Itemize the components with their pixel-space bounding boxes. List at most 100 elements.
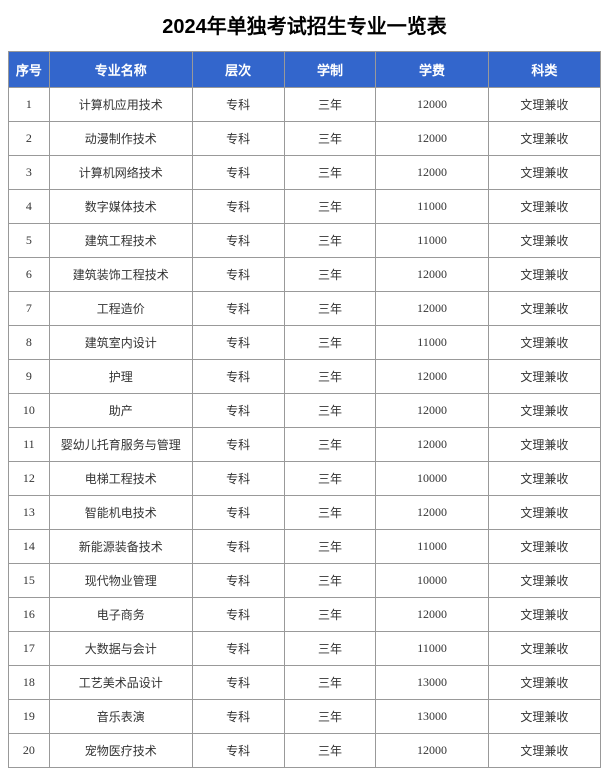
table-row: 17大数据与会计专科三年11000文理兼收 — [9, 632, 601, 666]
header-category: 科类 — [488, 52, 600, 88]
cell-index: 7 — [9, 292, 50, 326]
cell-category: 文理兼收 — [488, 530, 600, 564]
cell-tuition: 13000 — [376, 700, 488, 734]
cell-duration: 三年 — [284, 462, 376, 496]
table-row: 16电子商务专科三年12000文理兼收 — [9, 598, 601, 632]
cell-category: 文理兼收 — [488, 428, 600, 462]
cell-name: 计算机网络技术 — [49, 156, 192, 190]
cell-index: 14 — [9, 530, 50, 564]
cell-level: 专科 — [192, 292, 284, 326]
table-row: 20宠物医疗技术专科三年12000文理兼收 — [9, 734, 601, 768]
table-row: 3计算机网络技术专科三年12000文理兼收 — [9, 156, 601, 190]
table-row: 7工程造价专科三年12000文理兼收 — [9, 292, 601, 326]
cell-category: 文理兼收 — [488, 700, 600, 734]
cell-category: 文理兼收 — [488, 258, 600, 292]
cell-tuition: 12000 — [376, 156, 488, 190]
cell-index: 15 — [9, 564, 50, 598]
cell-tuition: 12000 — [376, 258, 488, 292]
cell-tuition: 11000 — [376, 632, 488, 666]
cell-tuition: 12000 — [376, 496, 488, 530]
cell-duration: 三年 — [284, 156, 376, 190]
cell-name: 现代物业管理 — [49, 564, 192, 598]
cell-name: 音乐表演 — [49, 700, 192, 734]
cell-index: 18 — [9, 666, 50, 700]
cell-name: 电梯工程技术 — [49, 462, 192, 496]
cell-level: 专科 — [192, 326, 284, 360]
cell-index: 1 — [9, 88, 50, 122]
header-level: 层次 — [192, 52, 284, 88]
cell-duration: 三年 — [284, 734, 376, 768]
cell-level: 专科 — [192, 496, 284, 530]
table-row: 19音乐表演专科三年13000文理兼收 — [9, 700, 601, 734]
cell-tuition: 12000 — [376, 360, 488, 394]
cell-duration: 三年 — [284, 326, 376, 360]
cell-name: 建筑工程技术 — [49, 224, 192, 258]
cell-duration: 三年 — [284, 122, 376, 156]
cell-category: 文理兼收 — [488, 598, 600, 632]
cell-tuition: 11000 — [376, 530, 488, 564]
cell-category: 文理兼收 — [488, 462, 600, 496]
cell-level: 专科 — [192, 734, 284, 768]
table-row: 13智能机电技术专科三年12000文理兼收 — [9, 496, 601, 530]
cell-name: 宠物医疗技术 — [49, 734, 192, 768]
cell-tuition: 10000 — [376, 564, 488, 598]
cell-category: 文理兼收 — [488, 224, 600, 258]
cell-index: 2 — [9, 122, 50, 156]
cell-category: 文理兼收 — [488, 122, 600, 156]
cell-duration: 三年 — [284, 530, 376, 564]
cell-index: 8 — [9, 326, 50, 360]
cell-tuition: 11000 — [376, 326, 488, 360]
table-row: 5建筑工程技术专科三年11000文理兼收 — [9, 224, 601, 258]
table-row: 10助产专科三年12000文理兼收 — [9, 394, 601, 428]
cell-index: 17 — [9, 632, 50, 666]
cell-tuition: 12000 — [376, 122, 488, 156]
table-row: 8建筑室内设计专科三年11000文理兼收 — [9, 326, 601, 360]
cell-index: 6 — [9, 258, 50, 292]
cell-level: 专科 — [192, 666, 284, 700]
header-index: 序号 — [9, 52, 50, 88]
cell-name: 婴幼儿托育服务与管理 — [49, 428, 192, 462]
table-body: 1计算机应用技术专科三年12000文理兼收2动漫制作技术专科三年12000文理兼… — [9, 88, 601, 768]
cell-name: 智能机电技术 — [49, 496, 192, 530]
cell-duration: 三年 — [284, 496, 376, 530]
cell-level: 专科 — [192, 598, 284, 632]
cell-name: 建筑装饰工程技术 — [49, 258, 192, 292]
cell-index: 4 — [9, 190, 50, 224]
header-duration: 学制 — [284, 52, 376, 88]
table-header-row: 序号 专业名称 层次 学制 学费 科类 — [9, 52, 601, 88]
table-row: 18工艺美术品设计专科三年13000文理兼收 — [9, 666, 601, 700]
cell-index: 5 — [9, 224, 50, 258]
cell-tuition: 12000 — [376, 292, 488, 326]
cell-category: 文理兼收 — [488, 360, 600, 394]
cell-name: 数字媒体技术 — [49, 190, 192, 224]
cell-index: 13 — [9, 496, 50, 530]
cell-tuition: 12000 — [376, 734, 488, 768]
cell-level: 专科 — [192, 632, 284, 666]
cell-level: 专科 — [192, 530, 284, 564]
cell-level: 专科 — [192, 428, 284, 462]
cell-category: 文理兼收 — [488, 632, 600, 666]
cell-tuition: 12000 — [376, 428, 488, 462]
cell-category: 文理兼收 — [488, 666, 600, 700]
cell-category: 文理兼收 — [488, 564, 600, 598]
cell-index: 12 — [9, 462, 50, 496]
cell-category: 文理兼收 — [488, 496, 600, 530]
cell-tuition: 11000 — [376, 190, 488, 224]
cell-duration: 三年 — [284, 88, 376, 122]
cell-tuition: 11000 — [376, 224, 488, 258]
cell-level: 专科 — [192, 88, 284, 122]
cell-duration: 三年 — [284, 394, 376, 428]
cell-name: 计算机应用技术 — [49, 88, 192, 122]
cell-index: 19 — [9, 700, 50, 734]
cell-category: 文理兼收 — [488, 292, 600, 326]
cell-duration: 三年 — [284, 360, 376, 394]
cell-index: 9 — [9, 360, 50, 394]
cell-duration: 三年 — [284, 666, 376, 700]
cell-duration: 三年 — [284, 632, 376, 666]
table-row: 4数字媒体技术专科三年11000文理兼收 — [9, 190, 601, 224]
cell-duration: 三年 — [284, 428, 376, 462]
cell-category: 文理兼收 — [488, 88, 600, 122]
table-row: 14新能源装备技术专科三年11000文理兼收 — [9, 530, 601, 564]
cell-duration: 三年 — [284, 224, 376, 258]
cell-name: 大数据与会计 — [49, 632, 192, 666]
